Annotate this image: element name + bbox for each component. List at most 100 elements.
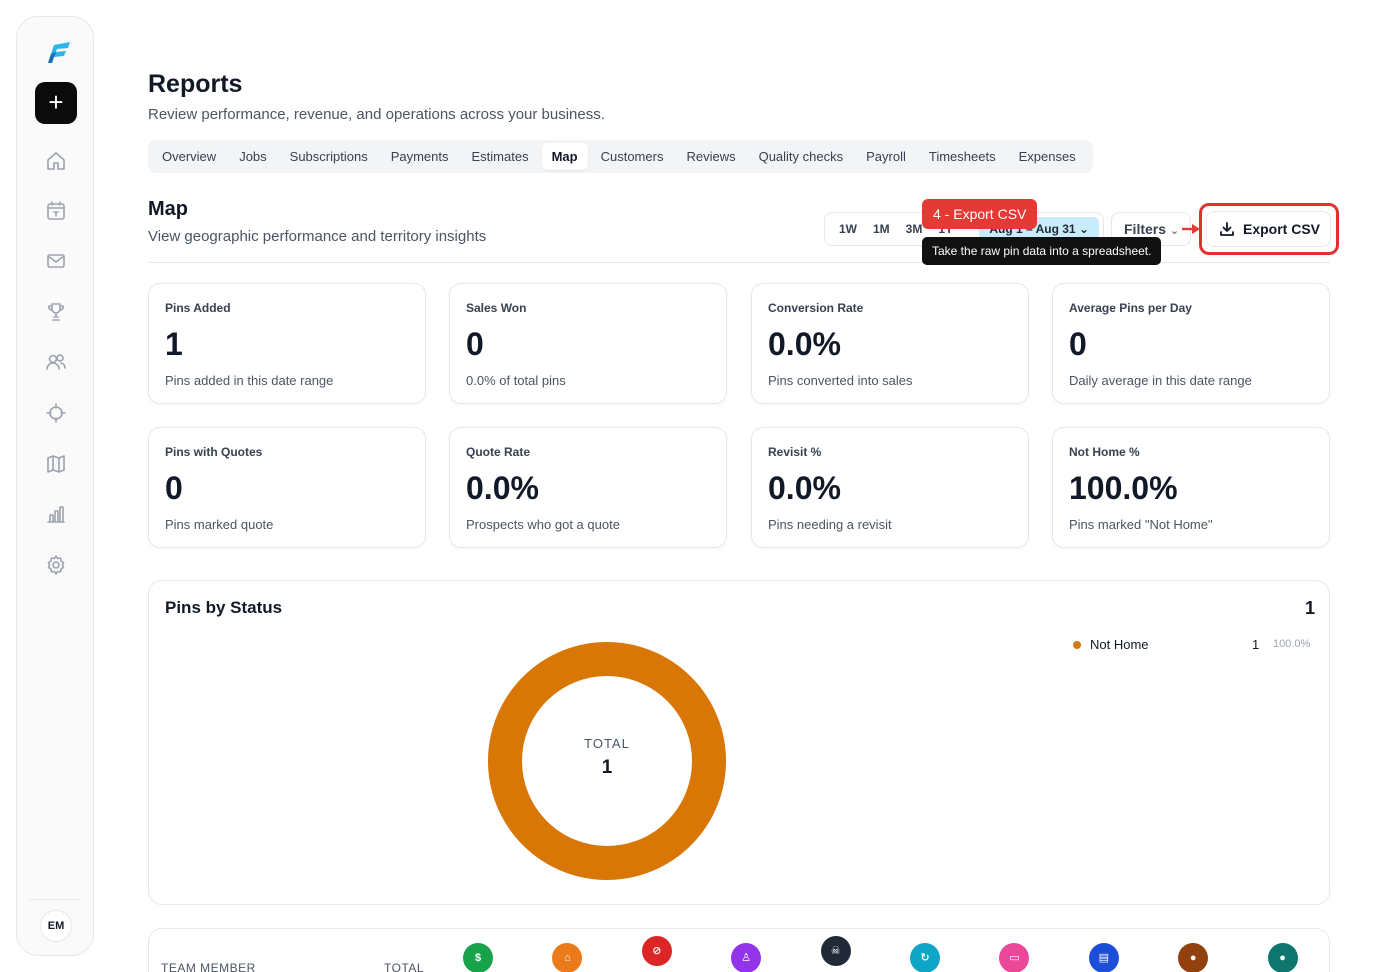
- donut-center-value: 1: [601, 757, 613, 778]
- tab-map[interactable]: Map: [541, 143, 588, 170]
- trophy-icon[interactable]: [44, 300, 68, 324]
- metric-note: Pins needing a revisit: [768, 517, 892, 532]
- metric-note: Prospects who got a quote: [466, 517, 620, 532]
- sidebar-divider: [29, 899, 81, 900]
- metric-card-conversion-rate: Conversion Rate 0.0% Pins converted into…: [751, 283, 1029, 404]
- export-csv-button[interactable]: Export CSV: [1206, 211, 1331, 247]
- pins-by-status-total: 1: [1304, 598, 1315, 618]
- metric-label: Not Home %: [1069, 445, 1140, 459]
- avatar[interactable]: EM: [40, 910, 72, 942]
- metric-note: Pins added in this date range: [165, 373, 334, 388]
- dollar-icon[interactable]: $: [463, 943, 493, 972]
- tab-quality-checks[interactable]: Quality checks: [758, 149, 844, 164]
- metric-value: 100.0%: [1069, 470, 1178, 506]
- section-title: Map: [148, 198, 188, 220]
- house-icon[interactable]: ⌂: [552, 943, 583, 972]
- metric-card-pins-with-quotes: Pins with Quotes 0 Pins marked quote: [148, 427, 426, 548]
- column-header-team-member[interactable]: TEAM MEMBER: [161, 961, 256, 972]
- sidebar: + EM: [16, 16, 94, 956]
- metric-label: Sales Won: [466, 301, 527, 315]
- metric-value: 1: [165, 326, 183, 362]
- add-button[interactable]: +: [35, 82, 77, 124]
- document-icon[interactable]: ▤: [1088, 943, 1119, 972]
- metric-value: 0.0%: [768, 470, 841, 506]
- map-icon[interactable]: [44, 452, 68, 476]
- legend-count: 1: [1252, 637, 1260, 652]
- metric-note: 0.0% of total pins: [466, 373, 566, 388]
- skull-icon[interactable]: ☠: [820, 936, 851, 966]
- users-icon[interactable]: [44, 350, 68, 374]
- pins-by-status-panel: Pins by Status 1 TOTAL 1 Not Home 1 100.…: [148, 580, 1330, 905]
- range-1w-button[interactable]: 1W: [839, 222, 857, 236]
- range-1m-button[interactable]: 1M: [873, 222, 890, 236]
- block-icon[interactable]: ⊘: [641, 936, 672, 966]
- metric-card-not-home: Not Home % 100.0% Pins marked "Not Home": [1052, 427, 1330, 548]
- page-title: Reports: [148, 70, 243, 98]
- gear-icon[interactable]: [44, 553, 68, 577]
- legend-item-not-home[interactable]: Not Home 1 100.0%: [1072, 635, 1312, 655]
- metric-note: Daily average in this date range: [1069, 373, 1252, 388]
- tab-payments[interactable]: Payments: [390, 149, 449, 164]
- refresh-icon[interactable]: ↻: [910, 943, 940, 972]
- report-tabs: Overview Jobs Subscriptions Payments Est…: [148, 140, 1093, 173]
- legend-name: Not Home: [1090, 637, 1149, 652]
- metric-card-pins-added: Pins Added 1 Pins added in this date ran…: [148, 283, 426, 404]
- pins-by-status-title: Pins by Status: [165, 598, 283, 617]
- tab-reviews[interactable]: Reviews: [686, 149, 736, 164]
- metric-card-sales-won: Sales Won 0 0.0% of total pins: [449, 283, 727, 404]
- bar-chart-icon[interactable]: [44, 502, 68, 526]
- team-table: TEAM MEMBER TOTAL $ ⌂ ⊘ ♙ ☠ ↻ ▭ ▤ ● ●: [148, 928, 1330, 972]
- metric-label: Pins with Quotes: [165, 445, 263, 459]
- metric-label: Quote Rate: [466, 445, 531, 459]
- tab-expenses[interactable]: Expenses: [1018, 149, 1076, 164]
- tab-customers[interactable]: Customers: [600, 149, 664, 164]
- tab-subscriptions[interactable]: Subscriptions: [289, 149, 368, 164]
- metric-label: Conversion Rate: [768, 301, 864, 315]
- donut-center-label: TOTAL: [584, 736, 630, 751]
- mail-icon[interactable]: [44, 249, 68, 273]
- section-divider: [148, 262, 1330, 263]
- metric-label: Pins Added: [165, 301, 231, 315]
- metric-value: 0: [1069, 326, 1087, 362]
- metric-label: Average Pins per Day: [1069, 301, 1192, 315]
- arrow-right-icon: [1182, 224, 1200, 234]
- metric-card-quote-rate: Quote Rate 0.0% Prospects who got a quot…: [449, 427, 727, 548]
- person-icon[interactable]: ♙: [731, 943, 762, 972]
- tab-payroll[interactable]: Payroll: [866, 149, 906, 164]
- home-icon[interactable]: [44, 149, 68, 173]
- download-icon: [1220, 222, 1234, 236]
- status-donut-chart[interactable]: [487, 641, 727, 881]
- metric-value: 0: [466, 326, 484, 362]
- page-subtitle: Review performance, revenue, and operati…: [148, 106, 605, 123]
- dot-teal-icon[interactable]: ●: [1267, 943, 1298, 972]
- tab-jobs[interactable]: Jobs: [239, 149, 267, 164]
- brand-logo-icon[interactable]: [42, 37, 72, 67]
- tab-timesheets[interactable]: Timesheets: [928, 149, 996, 164]
- legend-percent: 100.0%: [1273, 638, 1311, 650]
- filters-label: Filters: [1124, 221, 1167, 237]
- dot-brown-icon[interactable]: ●: [1178, 943, 1209, 972]
- tooltip: Take the raw pin data into a spreadsheet…: [922, 237, 1162, 265]
- metric-note: Pins marked quote: [165, 517, 274, 532]
- export-highlight-frame: [1199, 203, 1339, 255]
- chevron-down-icon: ⌄: [1169, 225, 1180, 237]
- tab-estimates[interactable]: Estimates: [471, 149, 529, 164]
- step-badge: 4 - Export CSV: [922, 199, 1038, 229]
- metric-card-average-pins: Average Pins per Day 0 Daily average in …: [1052, 283, 1330, 404]
- column-header-total[interactable]: TOTAL: [384, 961, 425, 972]
- calendar-icon[interactable]: [44, 199, 68, 223]
- metric-note: Pins marked "Not Home": [1069, 517, 1213, 532]
- metric-value: 0: [165, 470, 183, 506]
- metric-note: Pins converted into sales: [768, 373, 913, 388]
- metric-label: Revisit %: [768, 445, 822, 459]
- tab-overview[interactable]: Overview: [162, 149, 217, 164]
- ticket-icon[interactable]: ▭: [999, 943, 1030, 972]
- chevron-down-icon: ⌄: [1078, 222, 1089, 236]
- metric-value: 0.0%: [768, 326, 841, 362]
- crosshair-icon[interactable]: [44, 401, 68, 425]
- donut-slice-not-home[interactable]: [488, 642, 726, 880]
- export-csv-label: Export CSV: [1243, 221, 1321, 237]
- range-3m-button[interactable]: 3M: [905, 222, 923, 236]
- metric-card-revisit: Revisit % 0.0% Pins needing a revisit: [751, 427, 1029, 548]
- legend-dot: [1073, 641, 1081, 649]
